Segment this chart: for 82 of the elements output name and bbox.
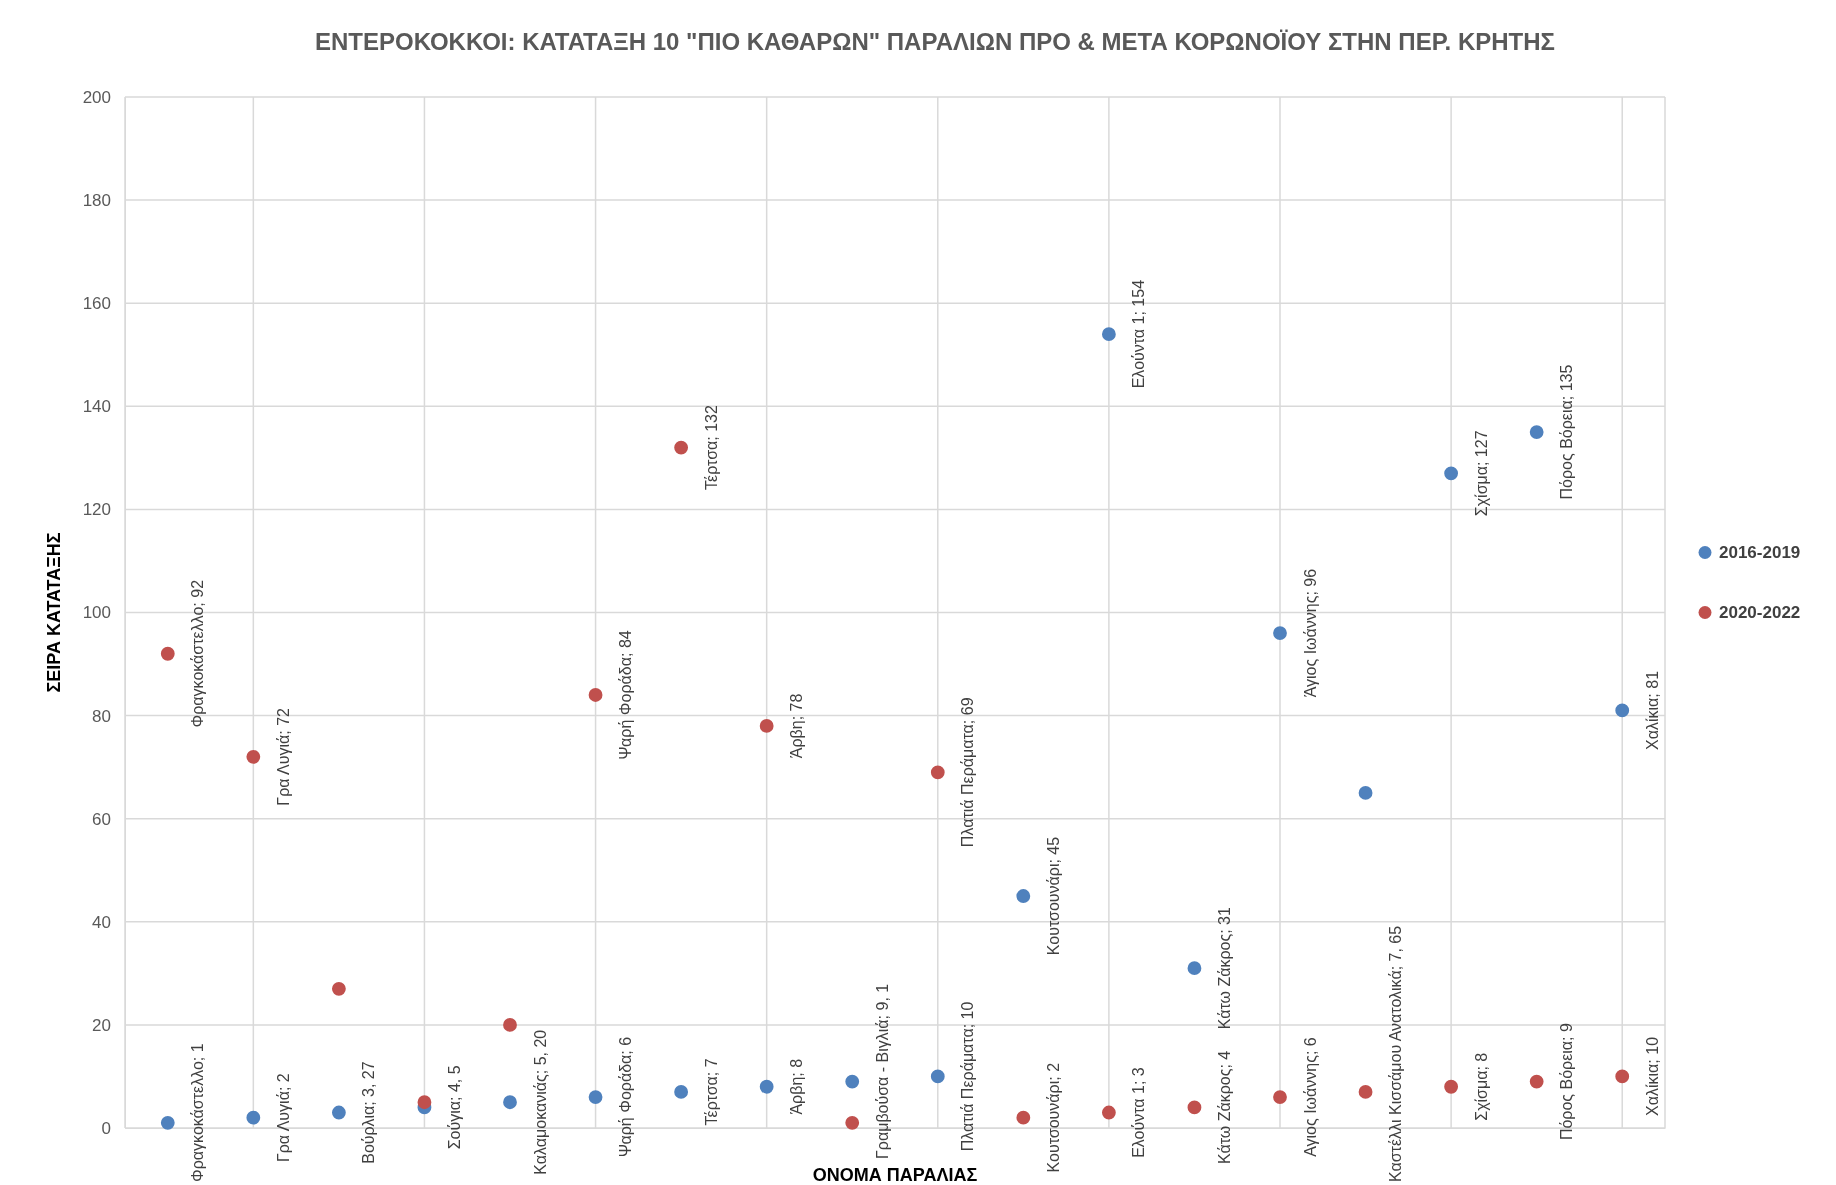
point — [1187, 1100, 1202, 1115]
point — [160, 1115, 175, 1130]
y-tick-label: 160 — [82, 294, 111, 314]
data-label: Ψαρή Φοράδα; 6 — [617, 1036, 635, 1158]
point — [503, 1095, 517, 1110]
y-tick-label: 100 — [82, 603, 111, 623]
point — [1444, 1079, 1459, 1094]
y-tick-label: 0 — [101, 1118, 111, 1138]
data-label: Γρα Λυγιά; 2 — [274, 1073, 292, 1163]
point — [1101, 1105, 1116, 1120]
point — [1444, 466, 1459, 481]
point — [1529, 1074, 1544, 1089]
point — [1101, 327, 1116, 342]
point — [503, 1018, 517, 1032]
data-label: Ελούντα 1; 154 — [1130, 279, 1148, 389]
chart-title: ΕΝΤΕΡΟΚΟΚΚΟΙ: ΚΑΤΑΤΑΞΗ 10 "ΠΙΟ ΚΑΘΑΡΩΝ" ΠΑΡΑΛΙΩΝ ΠΡΟ & ΜΕΤΑ ΚΟΡΩΝΟΪΟΥ ΣΤΗΝ ΠΕΡ. ΚΡΗΤΗΣ — [314, 28, 1556, 55]
data-label: Πλατιά Περάματα; 10 — [959, 1001, 977, 1152]
y-tick-label: 80 — [92, 706, 111, 726]
point — [1358, 786, 1373, 800]
data-label: Κάτω Ζάκρος; 31 — [1215, 907, 1233, 1030]
y-tick-label: 200 — [82, 87, 111, 107]
legend-label: 2016-2019 — [1719, 543, 1801, 562]
point — [1273, 626, 1287, 641]
data-label: Καστέλλι Κισσάμου Ανατολικά; 7, 65 — [1387, 925, 1405, 1182]
point — [160, 646, 175, 661]
legend-label: 2020-2022 — [1719, 603, 1801, 622]
data-label: Πόρος Βόρεια; 9 — [1558, 1023, 1576, 1141]
point — [246, 749, 261, 764]
point — [417, 1095, 432, 1110]
data-label: Κουτσουνάρι; 2 — [1044, 1062, 1062, 1173]
data-label: Σούγια; 4, 5 — [445, 1065, 463, 1150]
point — [674, 440, 689, 455]
point — [759, 719, 774, 733]
data-label: Γραμβούσα - Βιγλιά; 9, 1 — [873, 983, 891, 1159]
data-label: Άγιος Ιωάννης; 96 — [1301, 568, 1319, 698]
data-label: Ελούντα 1; 3 — [1130, 1067, 1148, 1158]
data-label: Καλαμοκανιάς; 5, 20 — [531, 1029, 549, 1175]
data-label: Ψαρή Φοράδα; 84 — [617, 630, 635, 760]
y-tick-label: 20 — [92, 1015, 111, 1035]
data-label: Τέρτσα; 7 — [702, 1058, 720, 1126]
point — [246, 1110, 261, 1125]
data-label: Φραγκοκάστελλο; 92 — [189, 579, 207, 728]
data-label: Φραγκοκάστελλο; 1 — [189, 1043, 207, 1182]
data-label: Γρα Λυγιά; 72 — [274, 707, 292, 806]
data-label: Πλατιά Περάματα; 69 — [959, 697, 977, 848]
data-label: Πόρος Βόρεια; 135 — [1558, 364, 1576, 500]
data-label: Άρβη; 78 — [788, 693, 806, 759]
data-label: Χαλίκια; 10 — [1643, 1036, 1661, 1116]
data-label: Κουτσουνάρι; 45 — [1044, 836, 1062, 956]
point — [588, 1090, 603, 1104]
y-tick-label: 140 — [82, 397, 111, 417]
data-label: Χαλίκια; 81 — [1643, 670, 1661, 750]
point — [1615, 703, 1630, 718]
data-label: Τέρτσα; 132 — [702, 405, 720, 490]
point — [1529, 425, 1544, 439]
point — [845, 1074, 860, 1089]
point — [1358, 1085, 1373, 1099]
x-axis-title: ΟΝΟΜΑ ΠΑΡΑΛΙΑΣ — [812, 1165, 978, 1185]
point — [1615, 1069, 1630, 1084]
point — [930, 1069, 945, 1084]
point — [1016, 889, 1031, 903]
point — [331, 981, 346, 996]
y-tick-label: 40 — [92, 912, 111, 932]
y-tick-label: 180 — [82, 191, 111, 211]
point — [930, 765, 945, 780]
data-label: Αγιος Ιωάννης; 6 — [1301, 1037, 1319, 1157]
point — [1016, 1110, 1031, 1125]
data-label: Βούρλια; 3, 27 — [360, 1061, 378, 1164]
point — [845, 1115, 860, 1130]
point — [674, 1085, 689, 1099]
data-label: Κάτω Ζάκρος; 4 — [1215, 1050, 1233, 1165]
point — [759, 1079, 774, 1094]
point — [588, 688, 603, 702]
y-tick-label: 60 — [92, 809, 111, 829]
point — [1273, 1090, 1287, 1104]
y-tick-label: 120 — [82, 500, 111, 520]
data-label: Σχίσμα; 127 — [1472, 430, 1490, 517]
point — [331, 1105, 346, 1120]
data-label: Σχίσμα; 8 — [1472, 1052, 1490, 1121]
y-axis-title: ΣΕΙΡΑ ΚΑΤΑΤΑΞΗΣ — [44, 532, 64, 693]
data-label: Άρβη; 8 — [788, 1058, 806, 1115]
point — [1187, 961, 1202, 976]
